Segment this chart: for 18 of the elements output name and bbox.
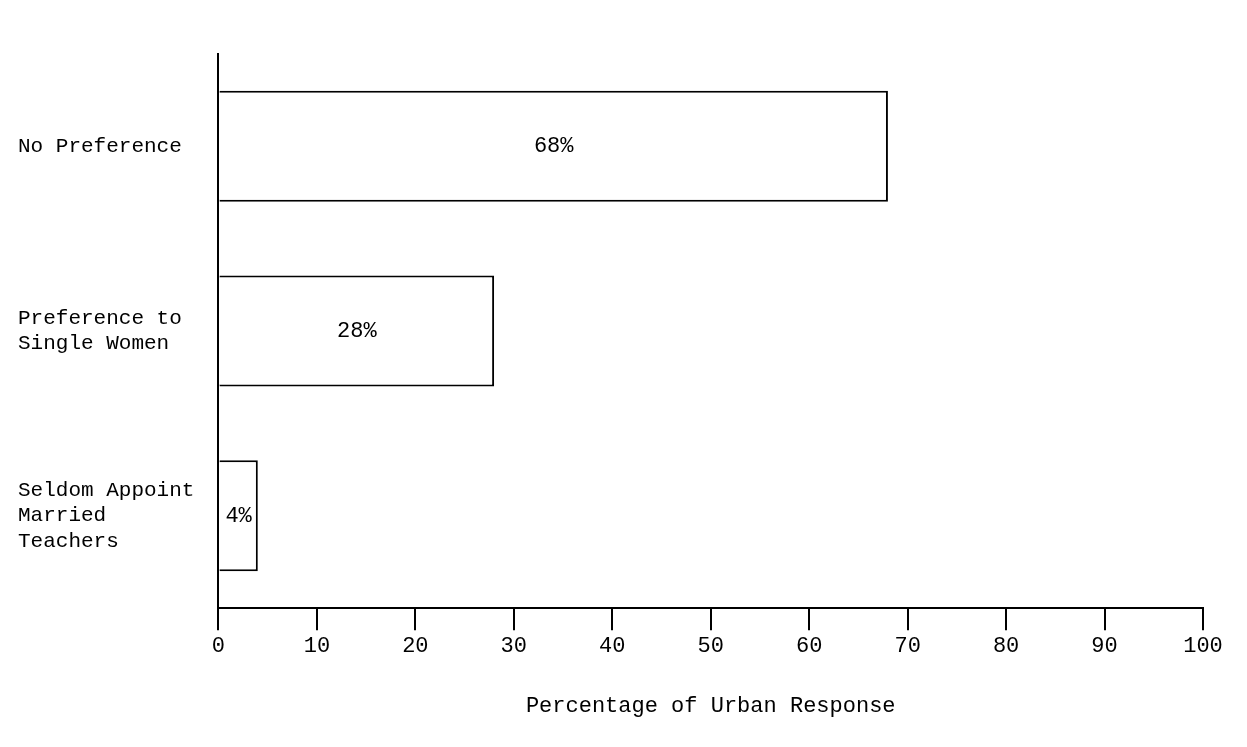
x-tick-label: 90 [1091,634,1118,660]
x-tick-label: 20 [402,634,429,660]
x-tick-label: 10 [303,634,331,660]
x-axis-title: Percentage of Urban Response [525,693,896,719]
y-tick-label: Seldom Appoint Married Teachers [18,479,195,553]
x-tick-label: 0 [211,634,226,660]
x-tick-label: 50 [697,634,724,660]
x-tick-label: 40 [599,634,626,660]
x-tick-label: 30 [500,634,527,660]
y-tick-label: Preference to Single Women [18,306,182,356]
x-tick-label: 60 [795,634,823,660]
x-tick-label: 80 [992,634,1020,660]
x-tick-label: 100 [1183,634,1223,660]
data-label: 68% [533,134,575,160]
y-tick-label: No Preference [18,134,182,158]
x-tick-label: 70 [894,634,921,660]
data-label: 4% [225,503,253,529]
data-label: 28% [336,318,378,344]
